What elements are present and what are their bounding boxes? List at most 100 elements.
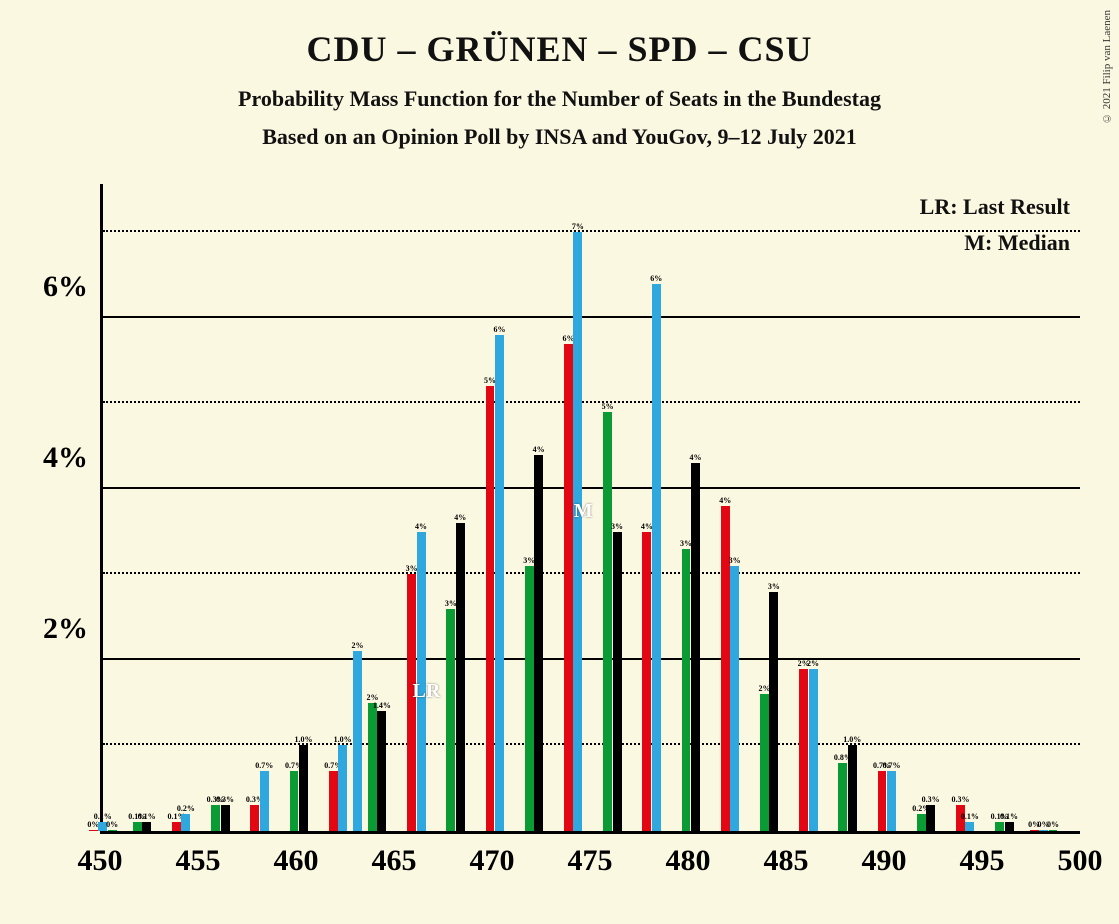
title-block: CDU – GRÜNEN – SPD – CSU Probability Mas… [0,0,1119,150]
bar: 7% [573,232,582,831]
bar: 6% [652,284,661,831]
bar: 2% [368,703,377,831]
chart-area: 0%0.1%0%0.1%0.1%0.1%0.2%0.3%0.3%0.3%0.7%… [100,184,1080,834]
legend-m: M: Median [964,230,1070,256]
subtitle-2: Based on an Opinion Poll by INSA and You… [0,124,1119,150]
bar: 0.3% [926,805,935,831]
copyright-text: © 2021 Filip van Laenen [1101,10,1113,124]
bar: 3% [730,566,739,831]
bar: 0.3% [250,805,259,831]
bar: 3% [446,609,455,831]
bar-value-label: 0% [106,820,118,829]
subtitle-1: Probability Mass Function for the Number… [0,86,1119,112]
bar: 0% [1039,830,1048,831]
bar: 4% [456,523,465,831]
x-axis-label: 465 [372,844,417,878]
bar: 3% [613,532,622,831]
bar: 4% [534,455,543,831]
bar-value-label: 0.3% [951,795,969,804]
bar-value-label: 0.1% [961,812,979,821]
bar-value-label: 1.4% [373,701,391,710]
bar: 2% [799,669,808,832]
bar-value-label: 4% [689,453,701,462]
bar: 6% [564,344,573,832]
bar-value-label: 0% [1047,820,1059,829]
bar-value-label: 0.2% [177,804,195,813]
bar: 4% [642,532,651,831]
bar-value-label: 2% [807,659,819,668]
bar: 0.3% [211,805,220,831]
bar: 0.1% [142,822,151,831]
bar: 0% [1030,830,1039,831]
bar: 0.1% [1005,822,1014,831]
bar-value-label: 5% [602,402,614,411]
bar: 1.0% [848,745,857,831]
x-axis-label: 470 [470,844,515,878]
bar-value-label: 2% [352,641,364,650]
x-axis-label: 480 [666,844,711,878]
bar: 4% [721,506,730,831]
bar: 0.3% [221,805,230,831]
bar-value-label: 3% [729,556,741,565]
bar: 0% [89,830,98,831]
x-axis-label: 460 [274,844,319,878]
bar: 0.7% [878,771,887,831]
bar-value-label: 3% [768,582,780,591]
bar: 0.7% [329,771,338,831]
bar-value-label: 1.0% [334,735,352,744]
bar-value-label: 4% [415,522,427,531]
y-axis-label: 6% [43,270,88,304]
bar-value-label: 4% [719,496,731,505]
x-axis-label: 475 [568,844,613,878]
x-axis-label: 495 [960,844,1005,878]
bar: 0.1% [965,822,974,831]
marker-lr: LR [412,680,440,703]
y-axis-label: 4% [43,441,88,475]
bar: 4% [691,463,700,831]
bar-value-label: 1.0% [843,735,861,744]
bar: 0.1% [995,822,1004,831]
bar-value-label: 6% [650,274,662,283]
x-axis-label: 450 [78,844,123,878]
bar: 0% [108,830,117,831]
bar: 2% [353,651,362,831]
x-axis-label: 485 [764,844,809,878]
bar-value-label: 7% [572,222,584,231]
bar-value-label: 0.1% [1000,812,1018,821]
bar-value-label: 4% [454,513,466,522]
bar: 2% [809,669,818,832]
bar: 0.8% [838,763,847,831]
marker-m: M [574,500,593,523]
bar: 0% [1049,830,1058,831]
bar: 0.7% [290,771,299,831]
bar-value-label: 3% [611,522,623,531]
bar-value-label: 0.1% [138,812,156,821]
legend-lr: LR: Last Result [920,194,1070,220]
bar-value-label: 6% [493,325,505,334]
bar-value-label: 0.3% [922,795,940,804]
bar-value-label: 0.7% [255,761,273,770]
bar: 5% [486,386,495,831]
bar: 6% [495,335,504,831]
bar: 1.0% [299,745,308,831]
main-title: CDU – GRÜNEN – SPD – CSU [0,28,1119,70]
x-axis-label: 455 [176,844,221,878]
bar: 0.7% [260,771,269,831]
y-axis-label: 2% [43,612,88,646]
bar: 1.0% [338,745,347,831]
bar: 0.1% [172,822,181,831]
bar: 1.4% [377,711,386,831]
bar-value-label: 0.3% [216,795,234,804]
plot-region: 0%0.1%0%0.1%0.1%0.1%0.2%0.3%0.3%0.3%0.7%… [100,184,1080,834]
bar: 3% [525,566,534,831]
bar-value-label: 1.0% [294,735,312,744]
bar: 0.7% [887,771,896,831]
bar: 3% [769,592,778,831]
x-axis-label: 500 [1058,844,1103,878]
bar: 0.2% [181,814,190,831]
bar: 5% [603,412,612,831]
bar-value-label: 4% [533,445,545,454]
x-axis-label: 490 [862,844,907,878]
bar-value-label: 0.7% [882,761,900,770]
bar: 3% [682,549,691,831]
